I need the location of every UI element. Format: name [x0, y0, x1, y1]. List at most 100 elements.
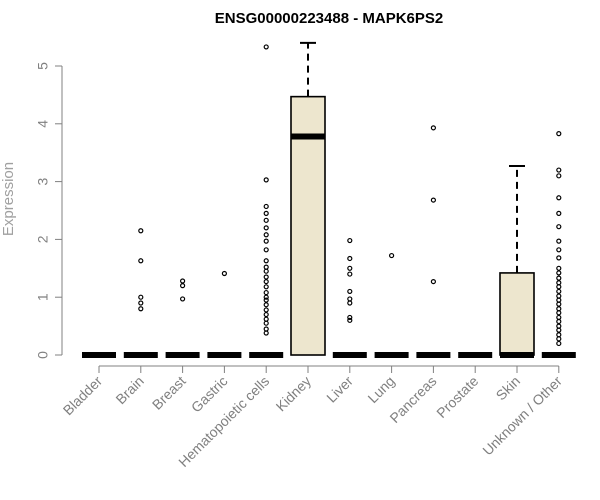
outlier-point	[263, 311, 269, 318]
box-liver	[332, 237, 367, 358]
outlier-point	[263, 177, 269, 183]
outlier-point	[389, 252, 395, 259]
outlier-point	[263, 238, 269, 244]
outlier-point	[263, 294, 269, 300]
y-axis-title: Expression	[0, 162, 17, 236]
box-iqr	[499, 272, 535, 356]
x-tick-label: Bladder	[60, 373, 106, 419]
outlier-point	[138, 228, 144, 234]
outlier-point	[556, 255, 562, 261]
outlier-point	[347, 265, 353, 271]
outlier-point	[556, 318, 562, 325]
outlier-point	[556, 210, 562, 216]
outlier-point	[221, 270, 227, 277]
outlier-point	[556, 280, 562, 286]
box-pancreas	[416, 125, 451, 358]
outlier-point	[263, 264, 269, 270]
outlier-point	[556, 297, 562, 303]
outlier-point	[556, 224, 562, 230]
outlier-point	[180, 296, 186, 302]
outlier-point	[263, 326, 269, 332]
outlier-point	[180, 283, 186, 289]
outlier-point	[263, 284, 269, 290]
outlier-point	[347, 288, 353, 295]
outlier-point	[556, 323, 562, 329]
outlier-point	[263, 307, 269, 313]
box-breast	[165, 278, 200, 358]
outlier-point	[263, 330, 269, 336]
outlier-point	[138, 306, 144, 312]
outlier-point	[556, 265, 562, 271]
outlier-point	[263, 289, 269, 296]
outlier-point	[263, 278, 269, 285]
outlier-point	[263, 217, 269, 223]
x-tick-label: Lung	[364, 373, 397, 406]
outlier-point	[556, 306, 562, 312]
outlier-point	[556, 284, 562, 290]
outlier-point	[556, 167, 562, 173]
x-tick-label: Kidney	[273, 373, 315, 415]
y-tick-label: 2	[35, 235, 51, 243]
outlier-point	[556, 131, 562, 137]
outlier-point	[556, 293, 562, 299]
box-skin	[499, 164, 535, 358]
outlier-point	[263, 44, 269, 50]
outlier-point	[263, 258, 269, 264]
box-kidney	[290, 41, 326, 356]
outlier-point	[347, 300, 353, 306]
box-lung	[374, 252, 409, 358]
y-tick-label: 3	[35, 177, 51, 185]
outlier-point	[556, 173, 562, 179]
x-tick-label: Skin	[493, 373, 524, 404]
outlier-point	[556, 301, 562, 307]
outlier-point	[556, 314, 562, 321]
box-unknown-other	[541, 131, 576, 358]
x-tick-label: Liver	[323, 373, 356, 406]
outlier-point	[263, 274, 269, 280]
outlier-point	[263, 268, 269, 274]
chart-title: ENSG00000223488 - MAPK6PS2	[215, 10, 443, 27]
outlier-point	[263, 247, 269, 253]
outlier-point	[556, 195, 562, 201]
outlier-point	[347, 271, 353, 277]
outlier-point	[263, 225, 269, 231]
outlier-point	[556, 332, 562, 338]
outlier-point	[180, 278, 186, 284]
x-tick-label: Prostate	[433, 373, 481, 421]
outlier-point	[556, 270, 562, 276]
outlier-point	[347, 314, 353, 321]
box-gastric	[207, 270, 242, 358]
outlier-point	[430, 197, 436, 203]
box-hematopoietic-cells	[249, 44, 284, 358]
outlier-point	[556, 238, 562, 244]
box-iqr	[290, 95, 326, 356]
y-tick-label: 5	[35, 62, 51, 70]
outlier-point	[556, 275, 562, 281]
outlier-point	[138, 294, 144, 300]
outlier-point	[263, 210, 269, 216]
outlier-point	[556, 327, 562, 333]
outlier-point	[263, 232, 269, 238]
outlier-point	[347, 317, 353, 323]
outlier-point	[347, 237, 353, 244]
outlier-point	[430, 278, 436, 285]
x-tick-label: Breast	[149, 373, 189, 413]
outlier-point	[347, 255, 353, 262]
outlier-point	[347, 296, 353, 302]
y-tick-label: 4	[35, 120, 51, 128]
outlier-point	[138, 258, 144, 264]
outlier-point	[556, 340, 562, 347]
outlier-point	[430, 125, 436, 131]
outlier-point	[263, 297, 269, 303]
outlier-point	[556, 310, 562, 316]
x-tick-label: Unknown / Other	[479, 373, 565, 459]
outlier-point	[263, 316, 269, 322]
outlier-point	[263, 320, 269, 326]
y-tick-label: 0	[35, 351, 51, 359]
box-brain	[123, 228, 158, 358]
outlier-point	[138, 300, 144, 306]
outlier-point	[556, 336, 562, 342]
outlier-point	[556, 288, 562, 295]
y-tick-label: 1	[35, 293, 51, 301]
